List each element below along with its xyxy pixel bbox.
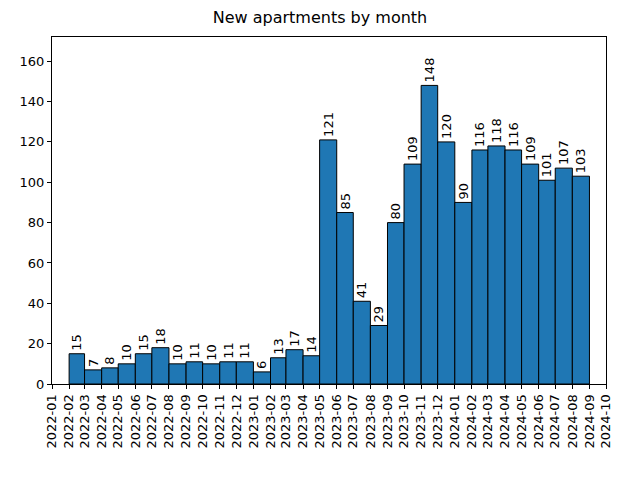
svg-text:85: 85 <box>338 193 353 210</box>
svg-text:2024-05: 2024-05 <box>514 394 529 448</box>
svg-text:160: 160 <box>20 54 45 69</box>
svg-text:2022-05: 2022-05 <box>110 394 125 448</box>
svg-text:18: 18 <box>153 328 168 345</box>
svg-text:2024-03: 2024-03 <box>480 394 495 448</box>
svg-text:2022-02: 2022-02 <box>61 394 76 448</box>
svg-text:80: 80 <box>28 215 45 230</box>
svg-text:2023-02: 2023-02 <box>263 394 278 448</box>
svg-text:148: 148 <box>422 58 437 83</box>
svg-text:10: 10 <box>170 344 185 361</box>
svg-text:116: 116 <box>472 122 487 147</box>
svg-text:29: 29 <box>371 306 386 323</box>
svg-text:2023-05: 2023-05 <box>312 394 327 448</box>
svg-text:40: 40 <box>28 296 45 311</box>
svg-text:11: 11 <box>221 342 236 359</box>
svg-text:8: 8 <box>102 357 117 365</box>
svg-text:100: 100 <box>20 175 45 190</box>
svg-text:13: 13 <box>271 338 286 355</box>
svg-text:17: 17 <box>287 330 302 347</box>
svg-text:2023-06: 2023-06 <box>329 394 344 448</box>
svg-text:2022-04: 2022-04 <box>94 394 109 448</box>
svg-text:15: 15 <box>69 334 84 351</box>
svg-text:6: 6 <box>254 361 269 369</box>
svg-text:2023-08: 2023-08 <box>363 394 378 448</box>
svg-text:2022-07: 2022-07 <box>144 394 159 448</box>
svg-text:2024-01: 2024-01 <box>447 394 462 448</box>
svg-text:2022-10: 2022-10 <box>195 394 210 448</box>
svg-text:41: 41 <box>354 282 369 299</box>
svg-text:2024-10: 2024-10 <box>598 394 613 448</box>
svg-text:103: 103 <box>573 148 588 173</box>
svg-text:90: 90 <box>456 183 471 200</box>
svg-text:2023-12: 2023-12 <box>430 394 445 448</box>
svg-text:2023-07: 2023-07 <box>346 394 361 448</box>
svg-text:2022-09: 2022-09 <box>178 394 193 448</box>
svg-text:2022-03: 2022-03 <box>77 394 92 448</box>
svg-text:2024-04: 2024-04 <box>497 394 512 448</box>
svg-text:80: 80 <box>388 203 403 220</box>
svg-text:0: 0 <box>36 377 44 392</box>
svg-text:2023-11: 2023-11 <box>413 394 428 448</box>
svg-text:116: 116 <box>506 122 521 147</box>
svg-text:2024-06: 2024-06 <box>531 394 546 448</box>
svg-text:2024-08: 2024-08 <box>565 394 580 448</box>
svg-text:11: 11 <box>187 342 202 359</box>
svg-text:2022-06: 2022-06 <box>128 394 143 448</box>
svg-text:118: 118 <box>489 118 504 143</box>
svg-text:15: 15 <box>136 334 151 351</box>
svg-text:2024-07: 2024-07 <box>547 394 562 448</box>
svg-text:2023-03: 2023-03 <box>278 394 293 448</box>
svg-text:60: 60 <box>28 256 45 271</box>
svg-text:120: 120 <box>439 114 454 139</box>
svg-text:140: 140 <box>20 94 45 109</box>
svg-text:121: 121 <box>321 112 336 137</box>
svg-text:107: 107 <box>556 140 571 165</box>
svg-text:11: 11 <box>237 342 252 359</box>
svg-text:109: 109 <box>405 136 420 161</box>
svg-text:101: 101 <box>539 152 554 177</box>
svg-text:2022-11: 2022-11 <box>212 394 227 448</box>
svg-text:2022-12: 2022-12 <box>229 394 244 448</box>
svg-text:20: 20 <box>28 336 45 351</box>
svg-text:10: 10 <box>204 344 219 361</box>
svg-text:New apartments by month: New apartments by month <box>213 8 428 27</box>
svg-text:109: 109 <box>523 136 538 161</box>
svg-text:2023-01: 2023-01 <box>246 394 261 448</box>
svg-text:2024-02: 2024-02 <box>464 394 479 448</box>
svg-text:2023-10: 2023-10 <box>396 394 411 448</box>
svg-text:2023-04: 2023-04 <box>295 394 310 448</box>
svg-text:120: 120 <box>20 134 45 149</box>
svg-text:2024-09: 2024-09 <box>582 394 597 448</box>
svg-text:10: 10 <box>119 344 134 361</box>
svg-text:2023-09: 2023-09 <box>380 394 395 448</box>
svg-text:7: 7 <box>86 359 101 367</box>
svg-text:2022-01: 2022-01 <box>44 394 59 448</box>
svg-text:14: 14 <box>304 336 319 353</box>
svg-text:2022-08: 2022-08 <box>161 394 176 448</box>
